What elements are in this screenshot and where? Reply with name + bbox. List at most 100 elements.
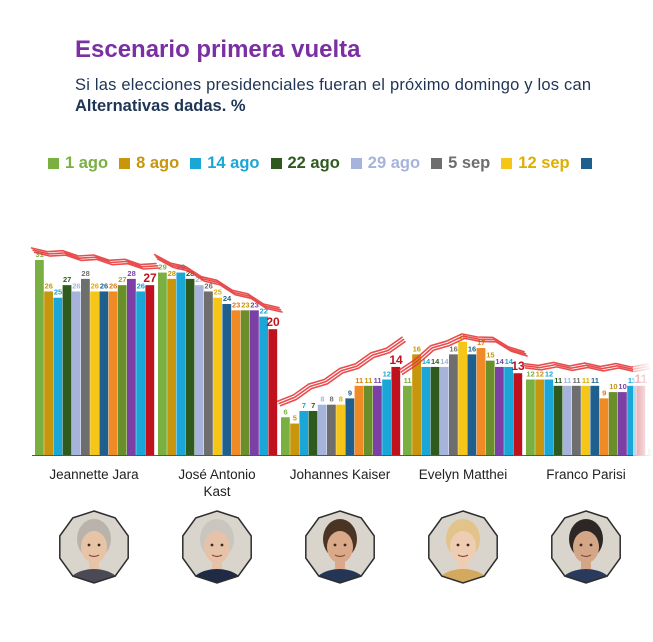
legend-swatch <box>350 158 362 169</box>
bar-value-label: 11 <box>554 376 562 385</box>
bar-value-label: 14 <box>389 353 403 367</box>
bar <box>562 385 572 455</box>
bar-value-label: 11 <box>364 376 372 385</box>
bar <box>158 272 167 455</box>
legend-swatch <box>270 158 282 169</box>
bar-value-label: 16 <box>413 344 421 353</box>
bar-value-label: 20 <box>266 315 280 329</box>
candidate-photo <box>302 509 378 585</box>
legend-swatch-cut-off <box>580 158 592 169</box>
bar-value-label: 8 <box>339 395 343 404</box>
candidate-photo <box>56 509 132 585</box>
bar <box>90 291 99 455</box>
bar-value-label: 26 <box>72 281 80 290</box>
bar-value-label: 28 <box>186 269 194 278</box>
bar-value-label: 11 <box>563 376 571 385</box>
bar-value-label: 11 <box>374 376 382 385</box>
bar <box>213 297 222 455</box>
bar-value-label: 26 <box>204 281 212 290</box>
bar <box>62 285 72 455</box>
bar <box>581 385 590 455</box>
trend-annotation <box>398 333 528 376</box>
bar <box>259 316 268 455</box>
bar <box>222 304 232 455</box>
legend-label: 5 sep <box>448 154 491 172</box>
bar-value-label: 22 <box>260 307 268 316</box>
bar <box>439 366 449 455</box>
bar <box>572 385 581 455</box>
bar <box>327 404 336 455</box>
bar-value-label: 14 <box>440 357 449 366</box>
bar <box>240 310 250 455</box>
bar <box>99 291 109 455</box>
legend-label: 1 ago <box>65 154 109 172</box>
bar <box>544 379 554 455</box>
bar <box>345 398 355 455</box>
bar <box>117 285 127 455</box>
bar-value-label: 27 <box>195 275 203 284</box>
bar-value-label: 5 <box>293 414 297 423</box>
trend-annotation <box>521 361 651 373</box>
bar <box>53 297 63 455</box>
bar-value-label: 28 <box>81 269 89 278</box>
bar <box>526 379 535 455</box>
bar-value-label: 12 <box>526 370 534 379</box>
bar <box>167 278 176 455</box>
bar <box>308 410 318 455</box>
right-edge-fade <box>633 0 653 642</box>
bar <box>71 291 81 455</box>
page-title: Escenario primera vuelta <box>75 36 361 63</box>
legend-swatch <box>48 158 59 169</box>
bar <box>382 379 391 455</box>
bar-value-label: 7 <box>311 401 315 410</box>
bar-value-label: 27 <box>143 271 157 285</box>
bar-value-label: 26 <box>91 281 99 290</box>
legend-item: 8 ago <box>119 154 179 173</box>
bar-value-label: 28 <box>127 269 135 278</box>
bar-value-label: 8 <box>330 395 334 404</box>
bar <box>590 385 600 455</box>
bar <box>421 366 431 455</box>
chart-legend: 1 ago 8 ago 14 ago 22 ago 29 ago 5 sep 12 sep <box>48 154 598 178</box>
bar <box>513 373 523 455</box>
bar <box>458 341 467 455</box>
category-label-line: Johannes Kaiser <box>289 467 391 482</box>
bar-value-label: 25 <box>214 288 222 297</box>
legend-item: 12 sep <box>501 154 570 173</box>
legend-label: 22 ago <box>287 154 340 172</box>
bar-value-label: 26 <box>109 281 117 290</box>
bar-value-label: 28 <box>168 269 176 278</box>
legend-label: 29 ago <box>367 154 421 172</box>
legend-item: 22 ago <box>270 154 340 173</box>
bar <box>354 385 364 455</box>
bar-value-label: 10 <box>609 382 617 391</box>
bar <box>535 379 544 455</box>
bar-value-label: 14 <box>431 357 440 366</box>
bar <box>627 385 636 455</box>
bar-value-label: 16 <box>449 344 457 353</box>
bar <box>176 272 186 455</box>
category-label-line: Jeannette Jara <box>49 467 139 482</box>
bar <box>204 291 213 455</box>
bar <box>268 329 278 455</box>
bar <box>476 348 486 455</box>
subtitle-bold: Alternativas dadas. % <box>75 97 246 115</box>
bar-value-label: 12 <box>383 370 391 379</box>
bar-value-label: 15 <box>486 351 494 360</box>
legend-item: 5 sep <box>431 154 490 173</box>
bar <box>391 366 401 455</box>
category-label: Evelyn Matthei <box>403 466 523 483</box>
bar <box>108 291 118 455</box>
bar-value-label: 26 <box>45 281 53 290</box>
bar <box>35 260 44 455</box>
bar-value-label: 27 <box>118 275 126 284</box>
bar-value-label: 27 <box>63 275 71 284</box>
bar <box>145 285 155 455</box>
bar-value-label: 26 <box>137 281 145 290</box>
bar-value-label: 23 <box>241 300 249 309</box>
bar <box>44 291 53 455</box>
bar-value-label: 11 <box>628 376 636 385</box>
legend-item: 14 ago <box>190 154 260 173</box>
